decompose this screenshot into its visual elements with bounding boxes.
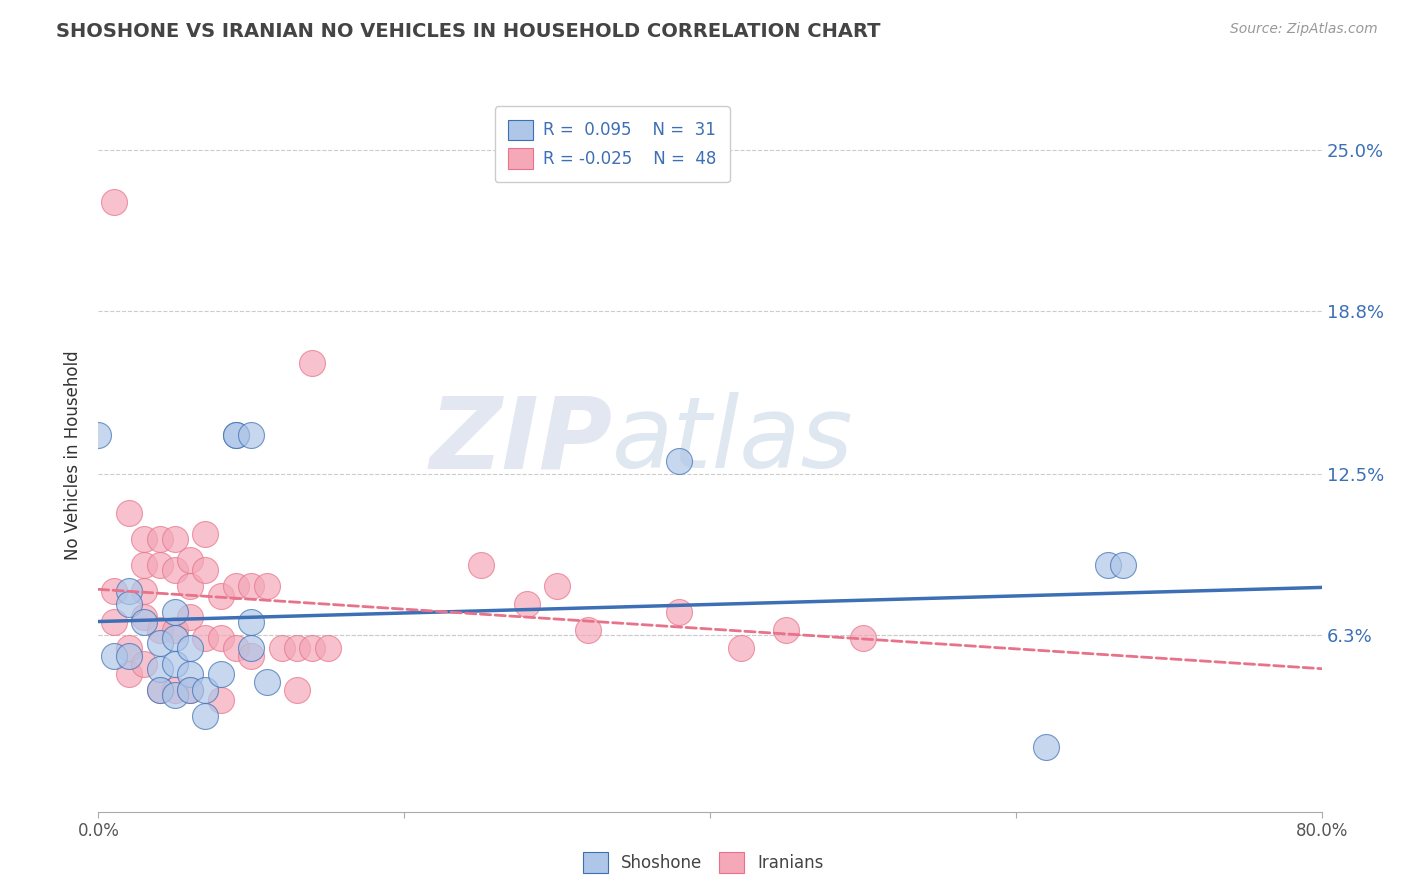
Point (240, 579, 263, 593)
Point (163, 563, 186, 577)
Point (134, 533, 156, 547)
Point (209, 590, 232, 604)
Point (256, 675, 278, 690)
Point (209, 693, 232, 707)
Point (576, 623, 599, 637)
Point (179, 610, 201, 624)
Point (179, 641, 201, 656)
Point (668, 454, 690, 468)
Y-axis label: No Vehicles in Household: No Vehicles in Household (65, 350, 83, 560)
Point (225, 428, 247, 442)
Point (118, 506, 141, 520)
Point (1035, 739, 1057, 754)
Point (163, 533, 186, 547)
Point (775, 623, 797, 637)
Point (134, 584, 156, 599)
Point (240, 648, 263, 663)
Point (194, 682, 217, 697)
Point (194, 708, 217, 723)
Point (225, 641, 247, 656)
Point (546, 579, 568, 593)
Point (149, 623, 172, 637)
Point (270, 641, 292, 656)
Point (163, 623, 186, 637)
Point (163, 657, 186, 671)
Point (1112, 558, 1135, 573)
Point (301, 641, 323, 656)
Point (225, 428, 247, 442)
Point (179, 579, 201, 593)
Point (103, 584, 125, 599)
Point (149, 682, 172, 697)
Point (668, 605, 690, 619)
Legend: Shoshone, Iranians: Shoshone, Iranians (576, 846, 830, 880)
Point (316, 641, 339, 656)
Legend: R =  0.095    N =  31, R = -0.025    N =  48: R = 0.095 N = 31, R = -0.025 N = 48 (495, 106, 730, 182)
Point (240, 428, 263, 442)
Point (103, 615, 125, 630)
Point (470, 558, 492, 573)
Point (103, 648, 125, 663)
Point (730, 641, 752, 656)
Text: atlas: atlas (612, 392, 853, 489)
Point (118, 641, 141, 656)
Point (134, 610, 156, 624)
Text: Source: ZipAtlas.com: Source: ZipAtlas.com (1230, 22, 1378, 37)
Point (194, 563, 217, 577)
Point (134, 615, 156, 630)
Point (163, 605, 186, 619)
Point (118, 584, 141, 599)
Point (134, 657, 156, 671)
Point (163, 688, 186, 702)
Point (225, 579, 247, 593)
Point (209, 631, 232, 645)
Text: ZIP: ZIP (429, 392, 612, 489)
Point (285, 682, 308, 697)
Point (149, 662, 172, 676)
Point (194, 527, 217, 541)
Point (852, 631, 875, 645)
Point (163, 631, 186, 645)
Point (285, 641, 308, 656)
Point (194, 631, 217, 645)
Point (103, 194, 125, 209)
Point (1097, 558, 1119, 573)
Point (179, 682, 201, 697)
Point (179, 553, 201, 567)
Point (256, 579, 278, 593)
Point (240, 615, 263, 630)
Point (240, 641, 263, 656)
Point (149, 558, 172, 573)
Point (163, 682, 186, 697)
Point (209, 667, 232, 681)
Point (118, 667, 141, 681)
Point (516, 597, 538, 611)
Point (149, 533, 172, 547)
Point (118, 597, 141, 611)
Point (87, 428, 110, 442)
Point (149, 682, 172, 697)
Point (118, 648, 141, 663)
Point (179, 682, 201, 697)
Point (301, 356, 323, 370)
Point (179, 667, 201, 681)
Point (149, 636, 172, 650)
Point (134, 558, 156, 573)
Text: SHOSHONE VS IRANIAN NO VEHICLES IN HOUSEHOLD CORRELATION CHART: SHOSHONE VS IRANIAN NO VEHICLES IN HOUSE… (56, 22, 880, 41)
